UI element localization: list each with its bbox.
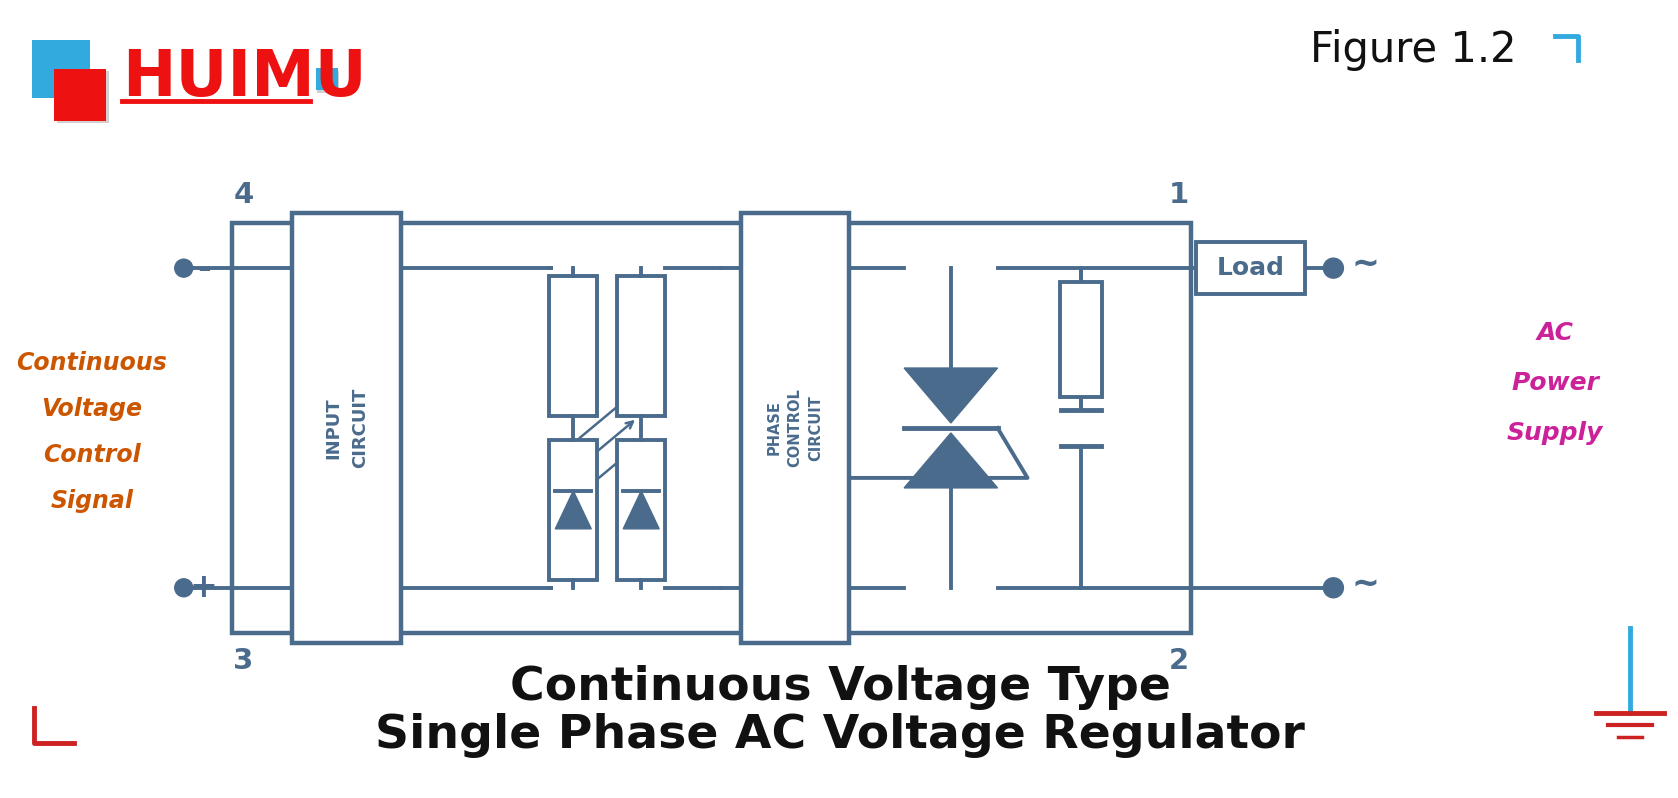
Text: Signal: Signal — [50, 489, 133, 513]
Text: +: + — [190, 571, 218, 604]
Bar — [317, 71, 339, 93]
Text: Supply: Supply — [1507, 421, 1604, 445]
Bar — [292, 213, 401, 642]
Bar — [57, 71, 109, 124]
Text: 2: 2 — [1168, 646, 1188, 675]
Text: Continuous Voltage Type: Continuous Voltage Type — [510, 666, 1171, 710]
Circle shape — [175, 259, 193, 277]
Text: Figure 1.2: Figure 1.2 — [1311, 30, 1517, 71]
Text: ~: ~ — [1351, 247, 1379, 281]
Text: INPUT
CIRCUIT: INPUT CIRCUIT — [324, 388, 369, 468]
Circle shape — [1324, 578, 1344, 598]
Text: 3: 3 — [233, 646, 253, 675]
Polygon shape — [904, 433, 997, 488]
Bar — [549, 276, 597, 416]
Bar — [1195, 242, 1305, 294]
Bar — [32, 41, 91, 98]
Text: Load: Load — [1217, 256, 1284, 280]
Text: Voltage: Voltage — [42, 397, 143, 421]
Bar — [742, 213, 849, 642]
Polygon shape — [904, 368, 997, 423]
Bar — [315, 69, 337, 90]
Bar — [618, 440, 664, 580]
Text: HUIMU: HUIMU — [122, 47, 366, 109]
Bar — [549, 440, 597, 580]
Polygon shape — [623, 491, 659, 529]
Text: Single Phase AC Voltage Regulator: Single Phase AC Voltage Regulator — [376, 713, 1305, 758]
Bar — [54, 69, 106, 121]
Text: Continuous: Continuous — [17, 351, 168, 375]
Bar — [232, 223, 1191, 633]
Text: Control: Control — [44, 443, 141, 467]
Text: -: - — [196, 251, 210, 285]
Circle shape — [175, 579, 193, 597]
Text: 1: 1 — [1168, 181, 1188, 209]
Text: AC: AC — [1537, 321, 1574, 345]
Bar — [1060, 282, 1102, 397]
Text: ~: ~ — [1351, 567, 1379, 600]
Text: PHASE
CONTROL
CIRCUIT: PHASE CONTROL CIRCUIT — [767, 389, 824, 468]
Polygon shape — [555, 491, 591, 529]
Circle shape — [1324, 259, 1344, 279]
Text: Power: Power — [1512, 371, 1599, 395]
Bar — [618, 276, 664, 416]
Text: 4: 4 — [233, 181, 253, 209]
